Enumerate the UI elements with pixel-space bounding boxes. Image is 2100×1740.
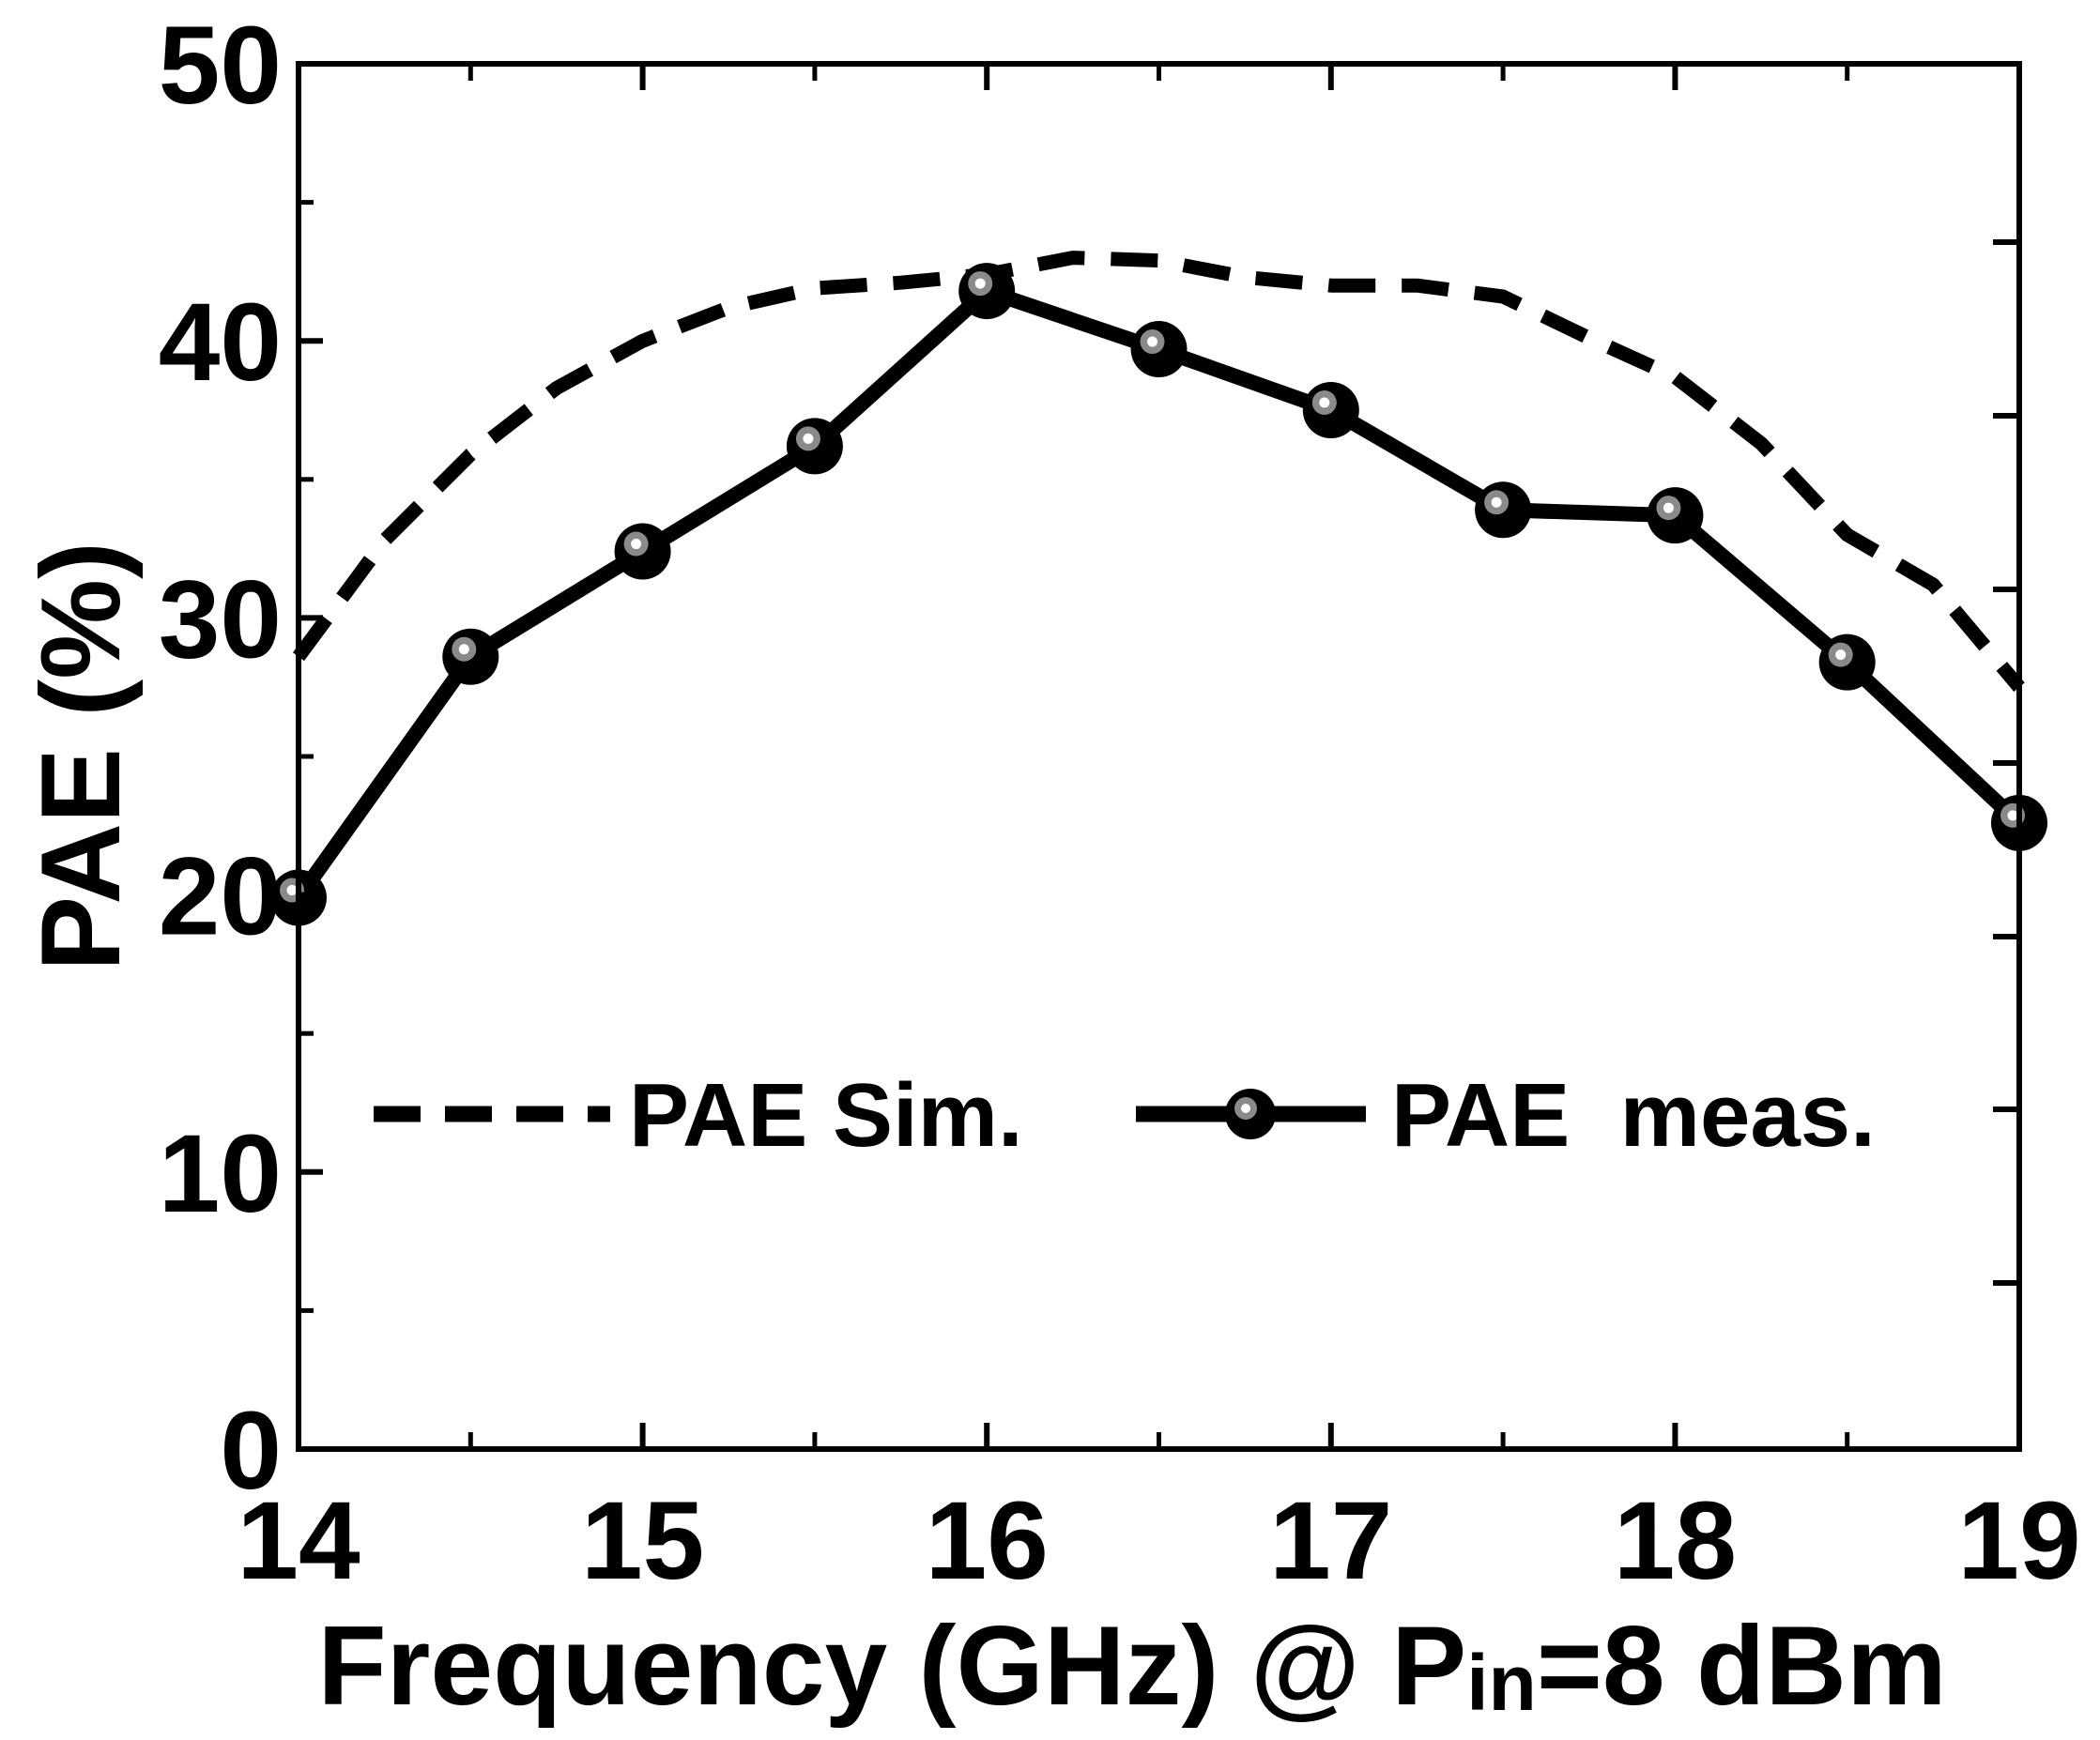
legend-meas-label: PAE meas. <box>1391 1065 1876 1166</box>
series-line-sim <box>292 251 2025 693</box>
data-point-dot <box>1147 336 1157 347</box>
data-point-dot <box>286 885 298 896</box>
x-tick-label: 18 <box>1614 1479 1737 1603</box>
y-tick-label: 30 <box>159 557 282 681</box>
legend-sim-label: PAE Sim. <box>629 1065 1023 1166</box>
y-tick-label: 40 <box>159 281 282 404</box>
x-tick-label: 16 <box>926 1479 1049 1603</box>
y-tick-label: 0 <box>220 1389 282 1513</box>
y-axis-title: PAE (%) <box>18 542 144 971</box>
data-point-dot <box>1491 496 1502 508</box>
data-point-dot <box>1319 397 1330 408</box>
y-tick-label: 10 <box>159 1112 282 1236</box>
legend-meas-marker-dot <box>1241 1104 1250 1113</box>
x-axis-title-main: Frequency (GHz) @ P <box>317 1603 1466 1729</box>
x-axis-title-subscript: in <box>1466 1639 1537 1727</box>
axes <box>296 61 2022 1452</box>
x-tick-label: 15 <box>581 1479 704 1603</box>
data-point-dot <box>458 644 469 655</box>
tick-labels: 0 10 20 30 40 50 14 15 16 17 18 19 <box>159 4 2081 1603</box>
plot-frame <box>296 61 2022 1452</box>
data-point-dot <box>974 278 986 289</box>
y-tick-label: 20 <box>159 835 282 959</box>
y-tick-label: 50 <box>159 4 282 128</box>
x-tick-label: 14 <box>237 1479 360 1603</box>
data-point-dot <box>2007 810 2018 821</box>
data-point-dot <box>803 433 814 444</box>
x-tick-label: 19 <box>1957 1479 2080 1603</box>
x-axis-title-rest: =8 dBm <box>1537 1603 1947 1729</box>
data-point-dot <box>1663 502 1674 513</box>
data-point-dot <box>1835 649 1847 661</box>
x-axis-title: Frequency (GHz) @ Pin=8 dBm <box>317 1603 1946 1729</box>
data-point-dot <box>631 539 642 550</box>
plot-area <box>270 251 2047 926</box>
legend: PAE Sim. PAE meas. <box>374 1065 1876 1166</box>
x-tick-label: 17 <box>1269 1479 1392 1603</box>
